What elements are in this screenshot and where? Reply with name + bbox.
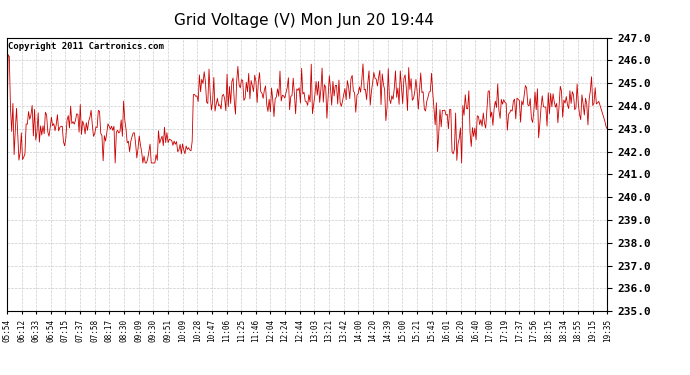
Text: Grid Voltage (V) Mon Jun 20 19:44: Grid Voltage (V) Mon Jun 20 19:44 (174, 13, 433, 28)
Text: Copyright 2011 Cartronics.com: Copyright 2011 Cartronics.com (8, 42, 164, 51)
